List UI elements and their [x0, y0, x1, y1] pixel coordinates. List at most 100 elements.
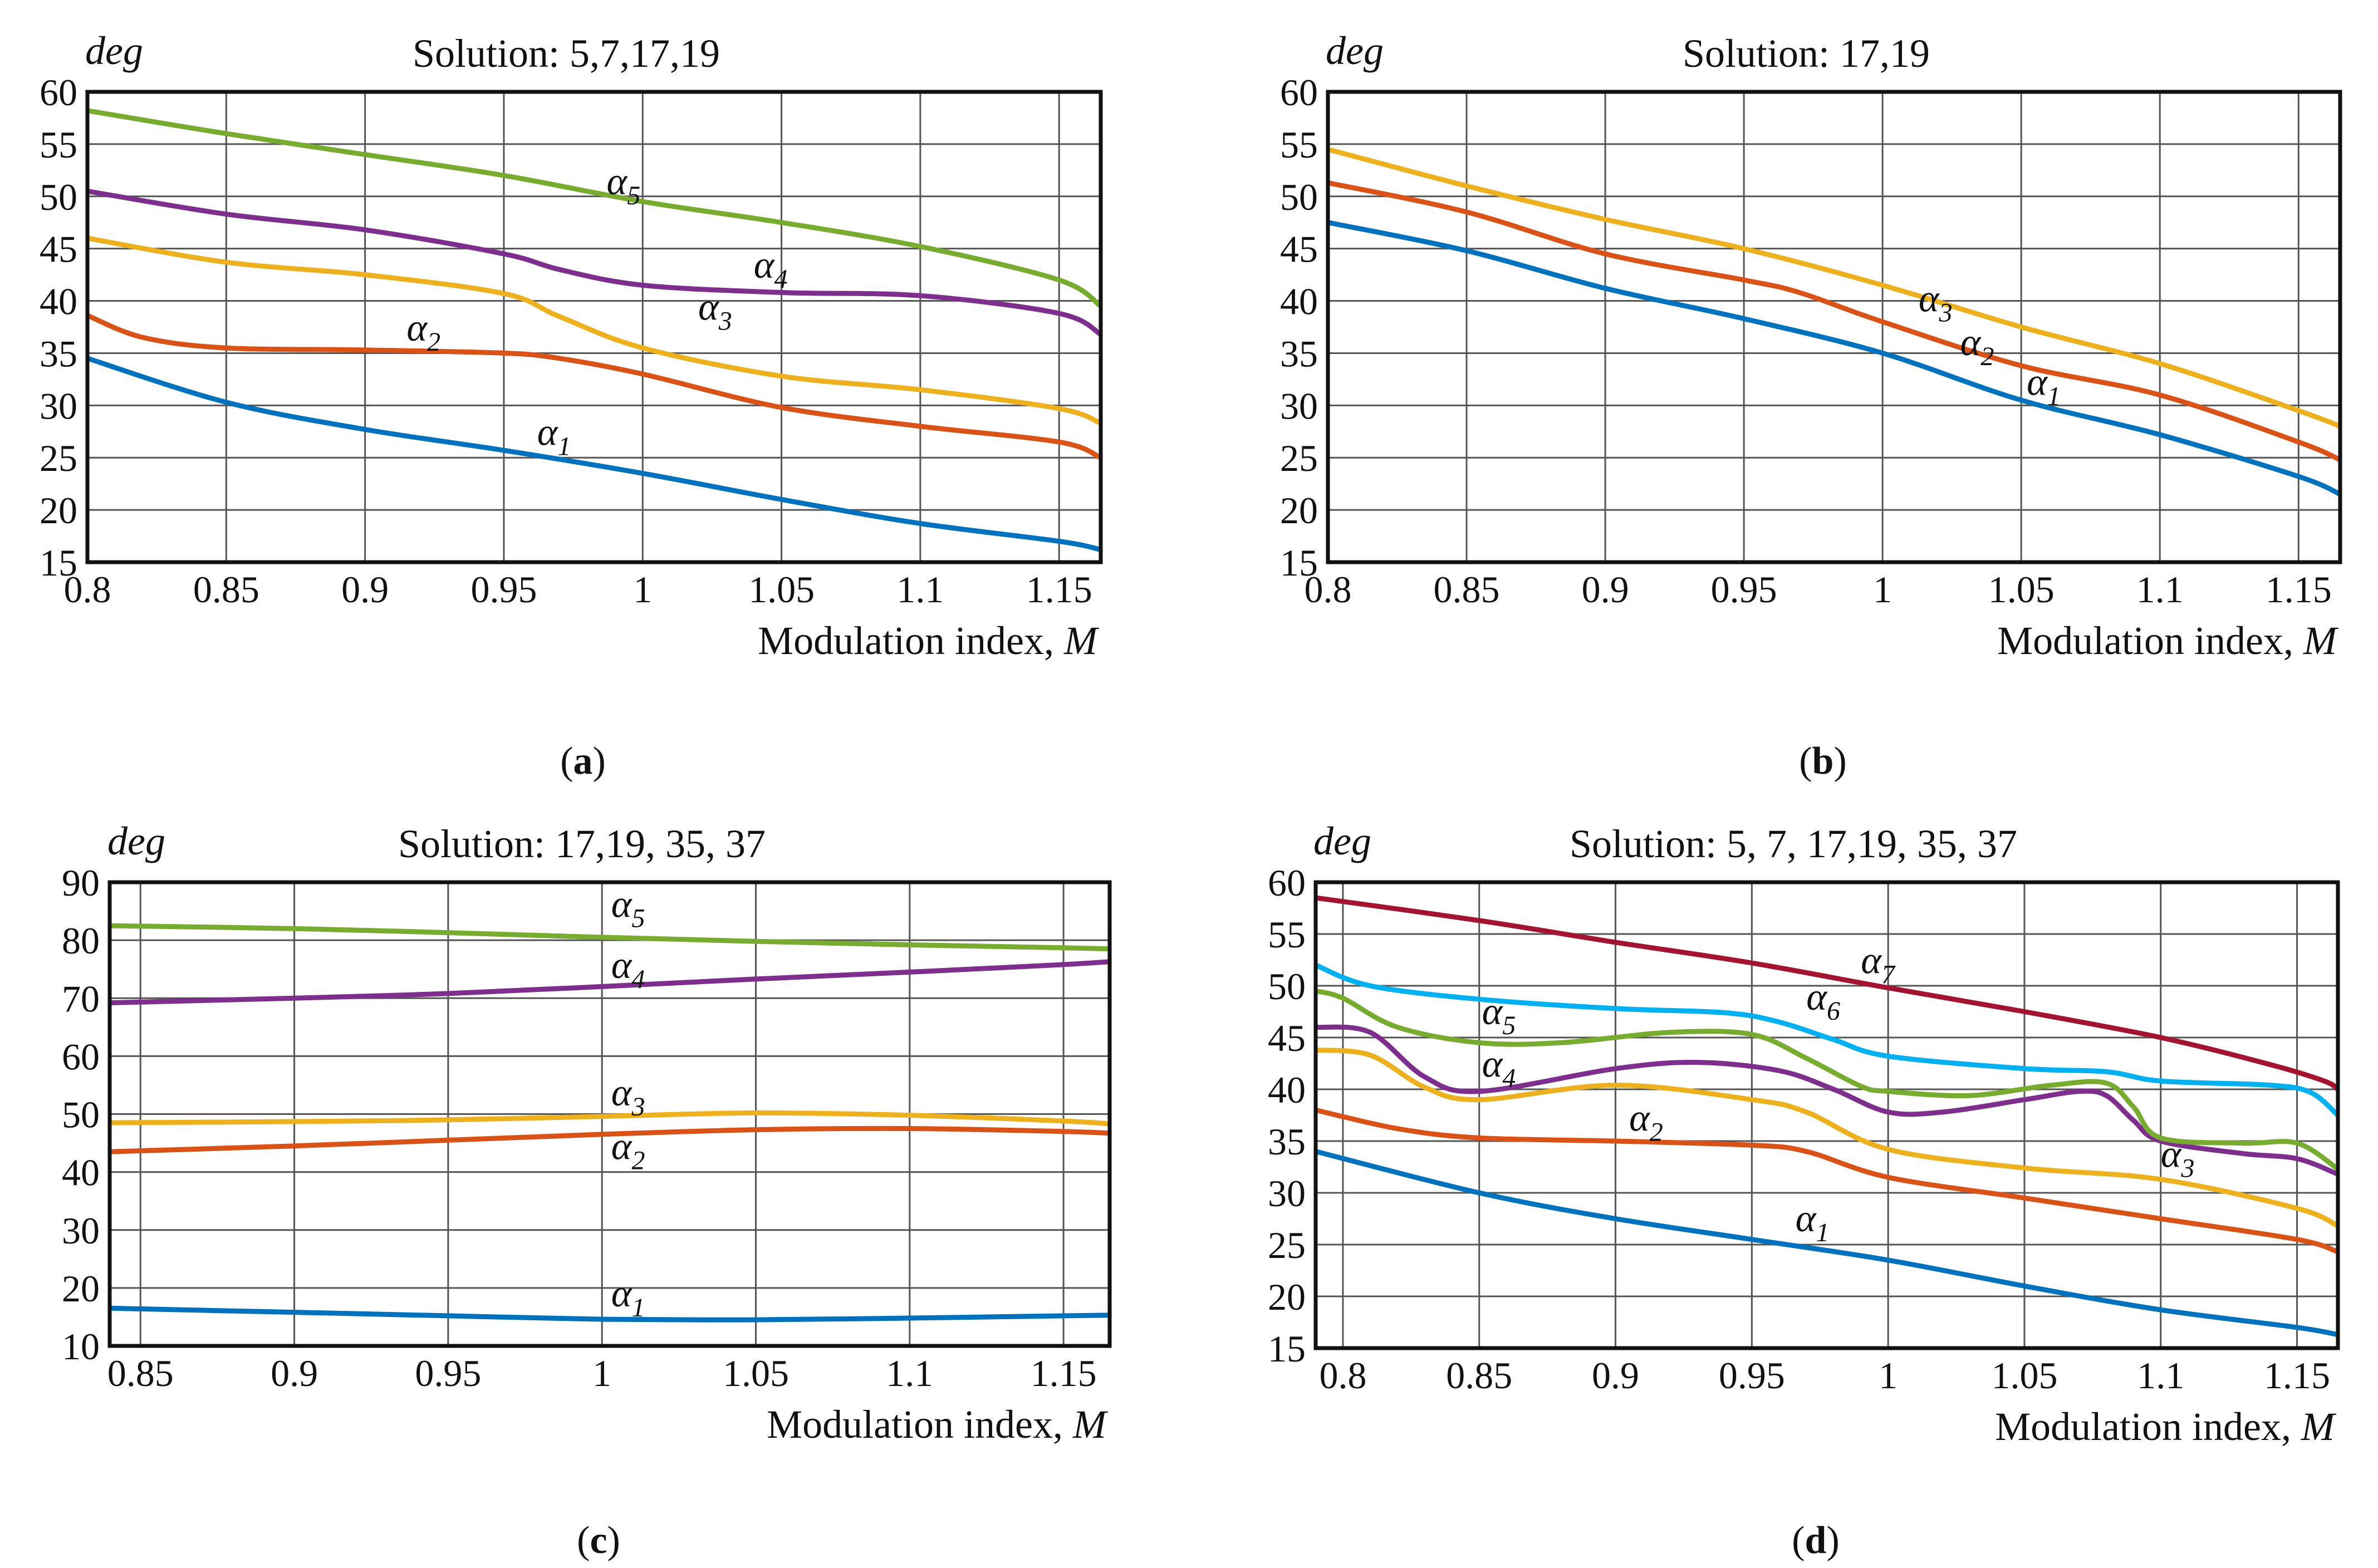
- series-line-alpha-2: [87, 313, 1101, 460]
- series-label-alpha-7: α7: [1861, 940, 1896, 990]
- y-axis-label: deg: [1313, 819, 1371, 863]
- x-tick-label: 0.8: [1319, 1354, 1366, 1397]
- chart-panel-a: 0.8 0.85 0.9 0.95 1 1.05 1.1 1.15 15 20 25 30 35 40 45…: [40, 28, 1103, 783]
- series-label-alpha-2: α2: [611, 1125, 645, 1176]
- x-tick-label: 1.1: [886, 1352, 933, 1394]
- y-tick-label: 35: [1280, 332, 1318, 375]
- series-group: [87, 108, 1101, 552]
- series-label-alpha-1: α1: [1796, 1197, 1830, 1247]
- panel-caption: (a): [560, 740, 606, 783]
- y-tick-label: 55: [1268, 913, 1306, 956]
- series-line-alpha-4: [87, 188, 1101, 337]
- y-axis-label: deg: [107, 819, 165, 863]
- series-label-alpha-3: α3: [2161, 1133, 2195, 1183]
- series-line-alpha-3: [1328, 146, 2340, 429]
- x-tick-label: 0.8: [1305, 568, 1352, 611]
- chart-title: Solution: 17,19: [1683, 31, 1930, 76]
- x-tick-label: 1.05: [1988, 568, 2055, 611]
- y-tick-label: 20: [1268, 1276, 1306, 1318]
- x-tick-label: 0.95: [1711, 568, 1777, 611]
- panel-caption: (c): [577, 1519, 620, 1562]
- x-tick-label: 0.95: [470, 568, 537, 611]
- y-axis-label: deg: [85, 28, 143, 73]
- series-line-alpha-1: [1328, 220, 2340, 497]
- y-tick-label: 70: [62, 977, 100, 1020]
- x-tick-label: 1.15: [1031, 1352, 1097, 1394]
- y-tick-label: 80: [62, 920, 100, 962]
- y-tick-label: 20: [40, 489, 77, 532]
- x-axis-label: Modulation index, M: [758, 618, 1100, 663]
- x-tick-label: 1.05: [723, 1352, 789, 1394]
- y-tick-label: 60: [40, 71, 77, 114]
- y-tick-label: 30: [1280, 385, 1318, 427]
- series-label-alpha-1: α1: [611, 1272, 645, 1323]
- y-tick-label: 10: [62, 1325, 100, 1368]
- y-tick-label: 45: [1268, 1017, 1306, 1059]
- x-tick-label: 1.1: [896, 568, 944, 611]
- series-line-alpha-2: [1328, 180, 2340, 463]
- y-tick-label: 25: [1280, 437, 1318, 479]
- y-tick-label: 45: [40, 228, 77, 271]
- chart-panel-c: 0.85 0.9 0.95 1 1.05 1.1 1.15 10 20 30 40 50 60 70 80 9…: [62, 819, 1112, 1562]
- x-tick-label: 0.9: [1592, 1354, 1639, 1397]
- x-tick-label: 0.85: [107, 1352, 174, 1394]
- series-line-alpha-7: [1316, 895, 2338, 1092]
- series-line-alpha-2: [110, 1125, 1110, 1154]
- y-tick-label: 30: [1268, 1172, 1306, 1215]
- y-tick-label: 15: [1268, 1328, 1306, 1370]
- series-line-alpha-3: [1316, 1047, 2338, 1228]
- x-tick-label: 0.85: [193, 568, 259, 611]
- y-tick-label: 40: [62, 1152, 100, 1194]
- y-tick-label: 40: [40, 281, 77, 323]
- plot-frame: [107, 880, 1112, 1348]
- x-tick-label: 0.95: [1719, 1354, 1785, 1397]
- y-tick-label: 50: [62, 1094, 100, 1136]
- x-tick-label: 0.9: [271, 1352, 318, 1394]
- y-tick-label: 35: [1268, 1120, 1306, 1163]
- y-tick-label: 50: [1268, 965, 1306, 1007]
- panel-caption: (b): [1799, 740, 1847, 783]
- series-line-alpha-1: [87, 356, 1101, 552]
- series-label-alpha-5: α5: [606, 160, 640, 210]
- y-tick-label: 55: [40, 124, 77, 166]
- y-axis-label: deg: [1326, 28, 1384, 73]
- x-tick-label: 0.8: [64, 568, 111, 611]
- series-label-alpha-4: α4: [754, 244, 788, 294]
- x-tick-label: 1.1: [2136, 568, 2184, 611]
- series-label-alpha-3: α3: [698, 286, 732, 336]
- series-line-alpha-3: [110, 1110, 1110, 1127]
- y-tick-label: 50: [40, 176, 77, 218]
- y-tick-label: 40: [1268, 1069, 1306, 1111]
- x-tick-label: 1.05: [748, 568, 815, 611]
- series-line-alpha-1: [110, 1305, 1110, 1323]
- series-line-alpha-5: [87, 108, 1101, 309]
- x-tick-label: 1: [1873, 568, 1892, 611]
- series-label-alpha-3: α3: [611, 1071, 645, 1122]
- series-label-alpha-4: α4: [611, 944, 645, 994]
- series-label-alpha-2: α2: [1629, 1097, 1663, 1147]
- y-tick-label: 60: [1268, 862, 1306, 904]
- chart-panel-d: 0.8 0.85 0.9 0.95 1 1.05 1.1 1.15 15 20 25 30 35 40 45…: [1268, 819, 2340, 1562]
- y-tick-label: 25: [1268, 1224, 1306, 1266]
- plot-frame: [1313, 880, 2340, 1350]
- series-label-alpha-1: α1: [2027, 361, 2061, 411]
- series-label-alpha-5: α5: [1482, 990, 1516, 1040]
- x-tick-label: 1: [592, 1352, 611, 1394]
- x-tick-label: 1: [633, 568, 652, 611]
- series-label-alpha-2: α2: [1960, 321, 1994, 371]
- y-tick-label: 15: [1280, 542, 1318, 584]
- chart-panel-b: 0.8 0.85 0.9 0.95 1 1.05 1.1 1.15 15 20 25 30 35 40 45…: [1280, 28, 2342, 783]
- series-line-alpha-4: [110, 959, 1110, 1006]
- series-line-alpha-1: [1316, 1149, 2338, 1338]
- y-tick-label: 40: [1280, 281, 1318, 323]
- series-line-alpha-6: [1316, 962, 2338, 1118]
- panel-caption: (d): [1792, 1519, 1840, 1562]
- series-line-alpha-5: [1316, 988, 2338, 1172]
- series-label-alpha-4: α4: [1482, 1043, 1516, 1093]
- x-tick-label: 0.9: [1582, 568, 1629, 611]
- y-tick-label: 45: [1280, 228, 1318, 271]
- y-tick-label: 30: [62, 1210, 100, 1252]
- series-line-alpha-2: [1316, 1107, 2338, 1255]
- x-tick-label: 1.1: [2137, 1354, 2184, 1397]
